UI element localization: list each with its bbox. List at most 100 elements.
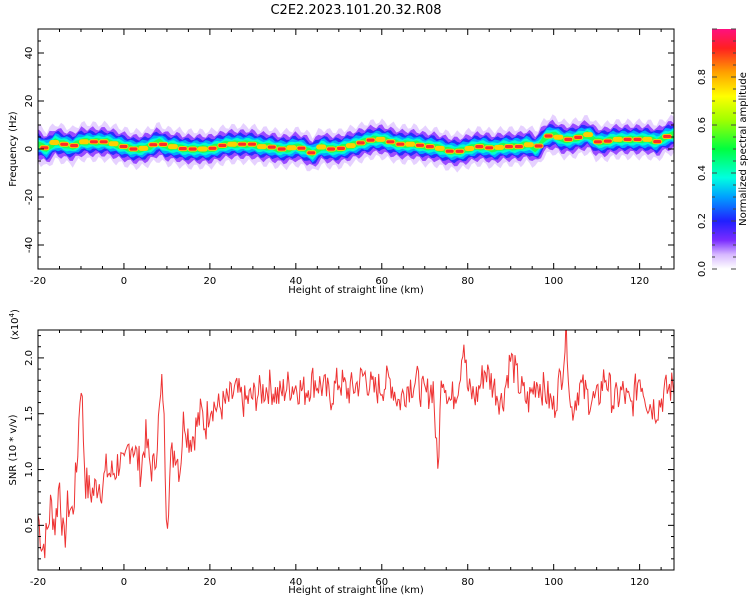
- x-tick-label: 0: [121, 577, 127, 588]
- snr-multiplier-exp: 4: [8, 312, 16, 317]
- y-tick-label: -20: [24, 189, 35, 205]
- snr-xlabel: Height of straight line (km): [288, 585, 424, 596]
- x-tick-label: 20: [204, 276, 217, 287]
- spectrogram-core: [574, 135, 583, 139]
- spectrogram-core-glow: [108, 141, 119, 147]
- spectrogram-core: [99, 140, 108, 144]
- x-tick-label: 120: [630, 276, 649, 287]
- spectrogram-core: [366, 138, 375, 142]
- spectrogram-core: [248, 142, 256, 146]
- snr-series-line: [38, 330, 674, 559]
- spectrogram-core: [178, 147, 187, 151]
- spectrogram-ylabel: Frequency (Hz): [8, 111, 19, 187]
- spectrogram-core: [327, 147, 336, 151]
- spectrogram-core-glow: [138, 145, 149, 151]
- spectrogram-core: [653, 140, 662, 144]
- spectrogram-core: [534, 144, 543, 148]
- colorbar-tick-label: 0.2: [697, 213, 708, 229]
- y-tick-label: 0: [24, 146, 35, 152]
- spectrogram-core-glow: [583, 132, 594, 138]
- spectrogram-core: [564, 137, 573, 141]
- x-tick-label: 100: [544, 276, 563, 287]
- spectrogram-core-glow: [553, 134, 564, 140]
- spectrogram-core: [238, 142, 247, 146]
- spectrogram-core: [267, 145, 276, 149]
- x-tick-label: 80: [461, 276, 474, 287]
- spectrogram-core: [60, 142, 69, 146]
- spectrogram-core-glow: [49, 140, 60, 145]
- snr-ylabel: SNR (10 * v/v): [8, 414, 19, 485]
- colorbar-tick-label: 0.0: [697, 261, 708, 277]
- spectrogram-core-glow: [523, 142, 534, 148]
- colorbar-tick-label: 0.8: [697, 69, 708, 85]
- y-tick-label: 1.0: [24, 462, 35, 478]
- spectrogram-core: [475, 145, 484, 149]
- spectrogram-core-glow: [642, 136, 653, 142]
- colorbar-label: Normalized spectral amplitude: [738, 72, 749, 226]
- spectrogram-core: [623, 137, 632, 141]
- colorbar-ticks: 0.0 0.2 0.4 0.6 0.8: [697, 28, 736, 277]
- spectrogram-core-glow: [316, 144, 327, 150]
- spectrogram-core: [396, 142, 405, 146]
- colorbar-tick-label: 0.4: [697, 165, 708, 181]
- spectrogram-core: [149, 143, 158, 147]
- spectrogram-core: [514, 145, 523, 149]
- x-tick-label: 60: [375, 276, 388, 287]
- x-tick-label: -20: [30, 276, 46, 287]
- svg-text:(x104): (x104): [8, 309, 21, 340]
- y-tick-label: 2.0: [24, 350, 35, 366]
- spectrogram-core-glow: [375, 136, 386, 142]
- colorbar-tick-label: 0.6: [697, 117, 708, 133]
- spectrogram-core: [455, 149, 464, 153]
- spectrogram-core: [386, 140, 395, 144]
- spectrogram-core: [208, 146, 217, 150]
- snr-multiplier-base: (x10: [10, 317, 21, 340]
- spectrogram-panel: -20 0 20 40 60 80 100 120 -40 -20 0 20 40 Frequency …: [8, 28, 675, 296]
- spectrogram-core: [307, 151, 316, 155]
- spectrogram-heatmap: [38, 114, 674, 173]
- spectrogram-core: [663, 134, 672, 139]
- y-tick-label: -40: [24, 237, 35, 253]
- spectrogram-core: [633, 137, 642, 141]
- spectrogram-core-glow: [405, 141, 416, 147]
- snr-ticks: -20 0 20 40 60 80 100 120 0.5 1.0 1.5 2.0: [24, 330, 674, 588]
- spectrogram-core-glow: [286, 145, 297, 151]
- spectrogram-core-glow: [227, 141, 238, 147]
- x-tick-label: -20: [30, 577, 46, 588]
- spectrogram-core: [159, 142, 168, 146]
- spectrogram-core-glow: [434, 145, 445, 151]
- y-tick-label: 1.5: [24, 406, 35, 422]
- x-tick-label: 40: [289, 276, 302, 287]
- spectrogram-core: [593, 140, 602, 144]
- spectrogram-core: [188, 147, 197, 151]
- spectrogram-core: [70, 144, 79, 148]
- spectrogram-core-glow: [612, 136, 623, 142]
- spectrogram-core-glow: [494, 144, 505, 150]
- spectrogram-core-glow: [256, 144, 267, 150]
- spectrogram-core: [544, 134, 553, 138]
- x-tick-label: 60: [375, 577, 388, 588]
- x-tick-label: 120: [630, 577, 649, 588]
- colorbar: 0.0 0.2 0.4 0.6 0.8 Normalized spectral ampl…: [697, 28, 749, 277]
- snr-multiplier: (x104): [8, 309, 21, 340]
- colorbar-gradient: [712, 29, 736, 269]
- spectrogram-core: [337, 146, 345, 150]
- snr-frame: [37, 329, 675, 571]
- spectrogram-core: [416, 143, 424, 147]
- x-tick-label: 80: [461, 577, 474, 588]
- snr-panel: -20 0 20 40 60 80 100 120 0.5 1.0 1.5 2.0 SNR (10 *…: [8, 309, 675, 596]
- spectrogram-core-glow: [167, 144, 178, 150]
- x-tick-label: 20: [204, 577, 217, 588]
- spectrogram-core: [356, 141, 365, 145]
- spectrogram-core: [297, 146, 306, 150]
- spectrogram-core: [425, 145, 434, 149]
- spectrogram-core: [129, 147, 138, 151]
- x-tick-label: 100: [544, 577, 563, 588]
- spectrogram-core-glow: [197, 146, 208, 152]
- spectrogram-core: [218, 143, 227, 148]
- spectrogram-core: [277, 147, 286, 151]
- y-tick-label: 20: [24, 95, 35, 108]
- spectrogram-core: [485, 146, 494, 150]
